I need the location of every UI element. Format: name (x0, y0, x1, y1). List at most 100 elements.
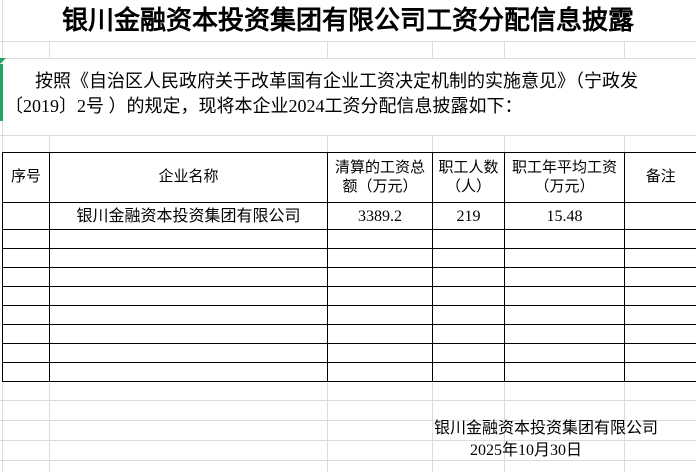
table-cell[interactable] (504, 267, 625, 287)
table-row (2, 324, 696, 344)
table-cell[interactable] (624, 248, 696, 268)
table-body: 银川金融资本投资集团有限公司 3389.2 219 15.48 (2, 202, 696, 382)
table-cell[interactable] (432, 305, 505, 325)
intro-line-1: 按照《自治区人民政府关于改革国有企业工资决定机制的实施意见》（宁政发 (35, 71, 638, 91)
gridline-v (49, 383, 50, 472)
table-cell[interactable]: 银川金融资本投资集团有限公司 (49, 202, 328, 230)
table-cell[interactable] (49, 324, 328, 344)
table-cell[interactable] (432, 324, 505, 344)
gridline-v (624, 135, 625, 152)
gridline-v (49, 41, 50, 58)
intro-paragraph: 按照《自治区人民政府关于改革国有企业工资决定机制的实施意见》（宁政发 〔2019… (5, 58, 694, 119)
table-cell[interactable] (432, 286, 505, 306)
gridline-v (504, 383, 505, 472)
table-cell[interactable] (49, 248, 328, 268)
table-cell[interactable] (327, 229, 433, 249)
gridline-v (432, 135, 433, 152)
header-cell-serial[interactable]: 序号 (2, 152, 50, 203)
gridline-h (0, 440, 696, 441)
header-cell-total-wages[interactable]: 清算的工资总额（万元） (327, 152, 433, 203)
table-cell[interactable] (2, 324, 50, 344)
table-cell[interactable] (624, 305, 696, 325)
table-cell[interactable] (624, 286, 696, 306)
table-row (2, 362, 696, 382)
table-cell[interactable] (327, 343, 433, 363)
table-cell[interactable] (504, 362, 625, 382)
table-cell[interactable] (49, 343, 328, 363)
header-cell-employees[interactable]: 职工人数（人） (432, 152, 505, 203)
gridline-h (0, 58, 696, 59)
page-title: 银川金融资本投资集团有限公司工资分配信息披露 (61, 5, 634, 35)
table-row (2, 229, 696, 249)
table-cell[interactable] (432, 343, 505, 363)
gridline-v (624, 41, 625, 58)
table-cell[interactable] (327, 324, 433, 344)
table-cell[interactable] (2, 343, 50, 363)
table-cell[interactable]: 219 (432, 202, 505, 230)
table-cell[interactable] (2, 229, 50, 249)
table-cell[interactable] (504, 248, 625, 268)
table-cell[interactable] (49, 229, 328, 249)
cell-indicator-stripe (0, 64, 3, 121)
gridline-h (0, 41, 696, 42)
gridline-v (432, 41, 433, 58)
table-cell[interactable] (624, 362, 696, 382)
table-cell[interactable] (327, 248, 433, 268)
table-cell[interactable]: 15.48 (504, 202, 625, 230)
table-cell[interactable] (2, 248, 50, 268)
cell-error-indicator-icon (0, 58, 6, 64)
table-row (2, 305, 696, 325)
table-cell[interactable] (327, 286, 433, 306)
gridline-v (327, 135, 328, 152)
table-cell[interactable] (2, 267, 50, 287)
table-cell[interactable] (432, 248, 505, 268)
table-cell[interactable]: 3389.2 (327, 202, 433, 230)
table-header-row: 序号 企业名称 清算的工资总额（万元） 职工人数（人） 职工年平均工资（万元） … (2, 152, 696, 203)
table-cell[interactable] (624, 267, 696, 287)
signature-date: 2025年10月30日 (469, 442, 582, 459)
header-cell-average-wage[interactable]: 职工年平均工资（万元） (504, 152, 625, 203)
intro-line-2: 〔2019〕2号 ）的规定，现将本企业2024工资分配信息披露如下： (5, 96, 523, 116)
table-cell[interactable] (2, 286, 50, 306)
table-cell[interactable] (432, 362, 505, 382)
table-cell[interactable] (327, 305, 433, 325)
table-cell[interactable] (49, 305, 328, 325)
gridline-v (327, 41, 328, 58)
table-cell[interactable] (624, 202, 696, 230)
gridline-h (0, 420, 696, 421)
table-row: 银川金融资本投资集团有限公司 3389.2 219 15.48 (2, 202, 696, 230)
table-cell[interactable] (624, 343, 696, 363)
table-cell[interactable] (49, 267, 328, 287)
table-cell[interactable] (432, 267, 505, 287)
table-row (2, 286, 696, 306)
table-cell[interactable] (2, 202, 50, 230)
table-cell[interactable] (2, 305, 50, 325)
table-cell[interactable] (504, 229, 625, 249)
gridline-v (504, 41, 505, 58)
gridline-h (0, 135, 696, 136)
signature-company: 银川金融资本投资集团有限公司 (433, 420, 658, 437)
table-cell[interactable] (432, 229, 505, 249)
gridline-v (504, 135, 505, 152)
table-cell[interactable] (504, 286, 625, 306)
header-cell-remarks[interactable]: 备注 (624, 152, 696, 203)
table-cell[interactable] (504, 324, 625, 344)
header-cell-company-name[interactable]: 企业名称 (49, 152, 328, 203)
table-cell[interactable] (504, 305, 625, 325)
table-cell[interactable] (504, 343, 625, 363)
gridline-v (432, 383, 433, 472)
table-cell[interactable] (2, 362, 50, 382)
gridline-v (327, 383, 328, 472)
gridline-v (624, 383, 625, 472)
gridline-v (49, 135, 50, 152)
gridline-h (0, 400, 696, 401)
table-row (2, 343, 696, 363)
table-cell[interactable] (49, 286, 328, 306)
table-cell[interactable] (327, 267, 433, 287)
table-cell[interactable] (327, 362, 433, 382)
table-cell[interactable] (49, 362, 328, 382)
table-row (2, 248, 696, 268)
table-row (2, 267, 696, 287)
table-cell[interactable] (624, 324, 696, 344)
table-cell[interactable] (624, 229, 696, 249)
